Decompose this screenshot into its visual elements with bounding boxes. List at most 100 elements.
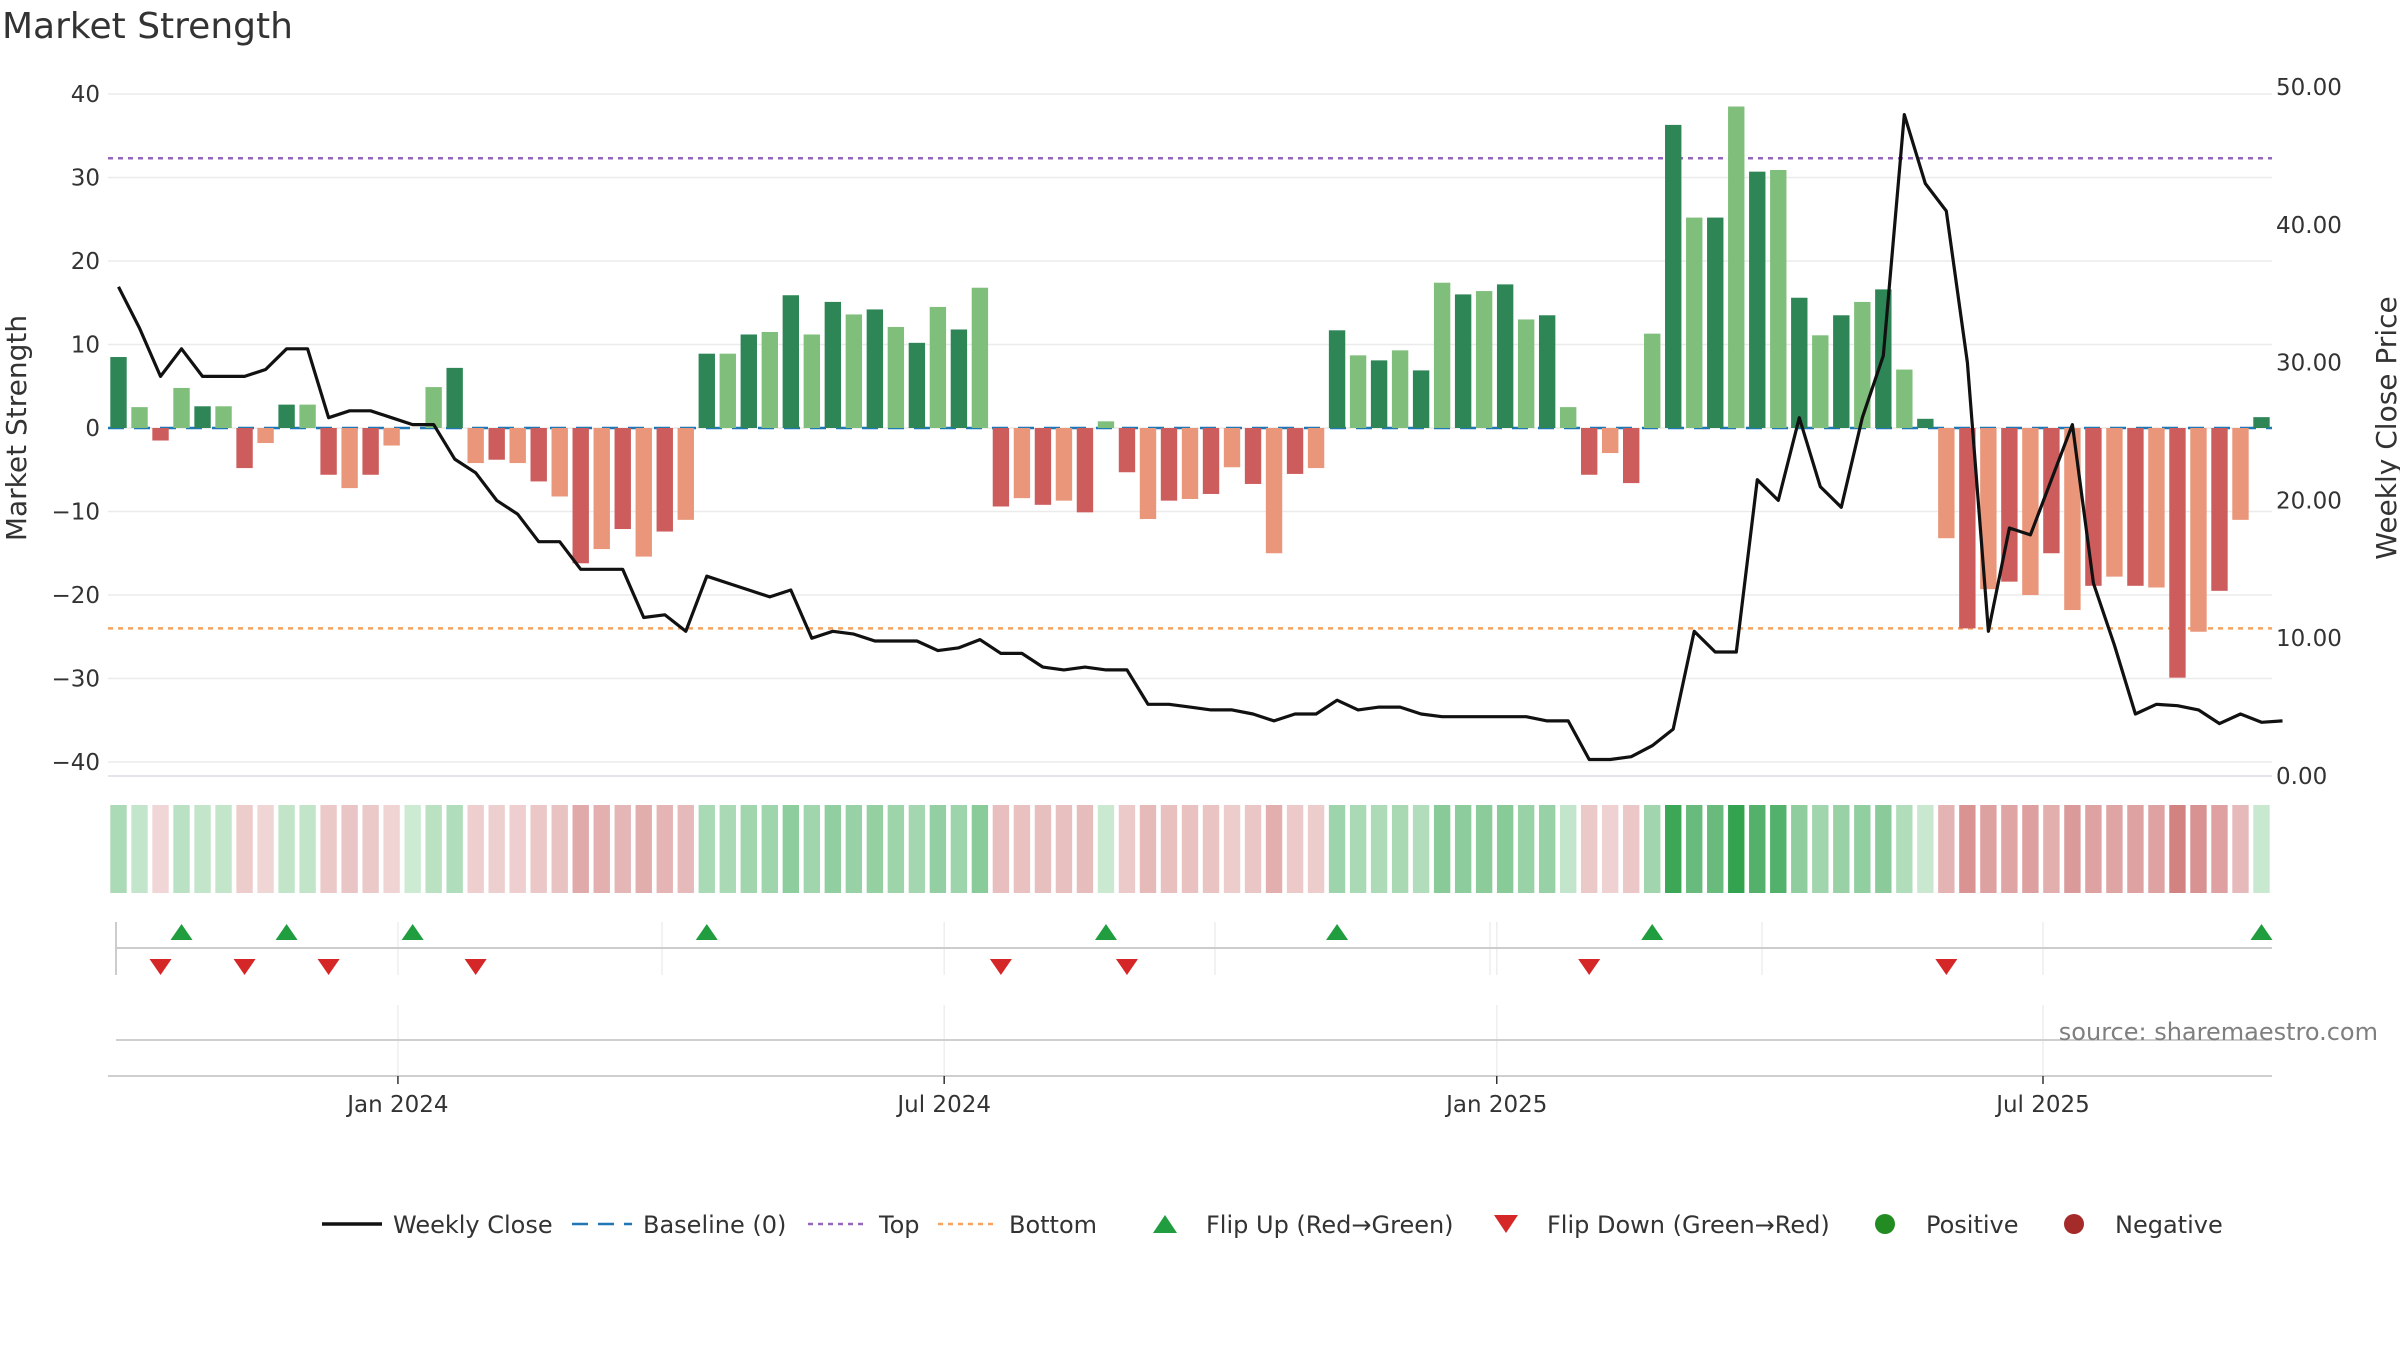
- flip-down-marker: [1935, 959, 1958, 975]
- heat-cell: [740, 805, 757, 893]
- heat-cell: [950, 805, 968, 893]
- legend-label: Flip Up (Red→Green): [1206, 1211, 1454, 1239]
- left-tick-label: 10: [71, 333, 100, 359]
- heat-cell: [1265, 805, 1283, 893]
- flip-markers-panel: [115, 922, 2273, 975]
- strength-bar: [1097, 421, 1115, 428]
- strength-bar: [1412, 370, 1430, 428]
- heat-cell: [2127, 805, 2144, 893]
- strength-bar: [1749, 171, 1766, 428]
- strength-bar: [467, 428, 484, 464]
- heat-cell: [824, 805, 842, 893]
- right-axis-title: Weekly Close Price: [2370, 296, 2400, 559]
- heat-cell: [2211, 805, 2228, 893]
- heat-cell: [593, 805, 610, 893]
- heat-cell: [2064, 805, 2081, 893]
- heat-cell: [1770, 805, 1787, 893]
- heat-cell: [530, 805, 547, 893]
- weekly-close-layer: [117, 112, 2283, 762]
- flip-up-marker: [170, 924, 193, 940]
- heat-cell: [1623, 805, 1640, 893]
- strength-bar: [1370, 360, 1388, 428]
- flip-up-marker: [1326, 924, 1349, 940]
- heat-cell: [1223, 805, 1241, 893]
- heat-cell: [1959, 805, 1976, 893]
- strength-bar: [1202, 428, 1220, 494]
- strength-bar: [1391, 350, 1409, 428]
- left-axis-ticks: 40 30 20 10 0 −10 −20 −30 −40: [51, 82, 100, 776]
- strength-bar: [1938, 428, 1955, 539]
- flip-down-marker: [317, 959, 340, 975]
- strength-bars: [110, 106, 2270, 678]
- strength-bar: [1980, 428, 1997, 590]
- heat-cell: [2148, 805, 2165, 893]
- strength-bar: [1454, 294, 1472, 428]
- heat-cell: [1412, 805, 1430, 893]
- flip-down-marker: [149, 959, 172, 975]
- flip-down-marker: [233, 959, 256, 975]
- left-tick-label: 0: [85, 416, 100, 442]
- strength-bar: [1307, 428, 1325, 469]
- heat-cell: [1896, 805, 1913, 893]
- heat-cell: [1349, 805, 1367, 893]
- strength-bar: [803, 334, 821, 428]
- left-tick-label: 40: [71, 82, 100, 108]
- strength-bar: [614, 428, 631, 530]
- strength-bar: [1580, 428, 1598, 475]
- strength-bar: [1791, 297, 1808, 428]
- heat-cell: [1286, 805, 1304, 893]
- heat-cell: [635, 805, 652, 893]
- strength-bar: [929, 306, 947, 428]
- heat-cell: [1097, 805, 1115, 893]
- strength-bar: [110, 357, 127, 428]
- heat-cell: [1202, 805, 1220, 893]
- legend-swatch-tri-up: [1153, 1215, 1177, 1233]
- strength-bar: [1475, 291, 1493, 428]
- strength-bar: [1139, 428, 1157, 520]
- heat-cell: [362, 805, 379, 893]
- legend-item: Flip Down (Green→Red): [1494, 1211, 1830, 1239]
- strength-bar: [488, 428, 505, 460]
- heat-cell: [1454, 805, 1472, 893]
- left-tick-label: 20: [71, 249, 100, 275]
- legend-label: Positive: [1926, 1211, 2019, 1239]
- strength-bar: [2106, 428, 2123, 577]
- x-tick-label: Jan 2025: [1444, 1092, 1547, 1118]
- heat-cell: [194, 805, 211, 893]
- strength-bar: [866, 309, 884, 428]
- heat-cell: [1013, 805, 1031, 893]
- heat-cell: [1854, 805, 1871, 893]
- strength-bar: [1623, 428, 1640, 484]
- heat-cell: [1433, 805, 1451, 893]
- heat-cell: [698, 805, 715, 893]
- heat-cell: [1034, 805, 1052, 893]
- strength-bar: [1686, 217, 1703, 428]
- source-label: source: sharemaestro.com: [2059, 1018, 2378, 1046]
- left-tick-label: −10: [51, 500, 100, 526]
- strength-bar: [2043, 428, 2060, 554]
- heat-cell: [446, 805, 463, 893]
- heat-cell: [383, 805, 400, 893]
- heat-cell: [1917, 805, 1934, 893]
- legend-swatch-circle: [1875, 1214, 1895, 1234]
- legend-item: Baseline (0): [572, 1211, 786, 1239]
- heat-cell: [1391, 805, 1409, 893]
- legend-item: Positive: [1875, 1211, 2019, 1239]
- flip-up-marker: [1094, 924, 1117, 940]
- strength-bar: [1728, 106, 1745, 429]
- strength-bar: [1517, 319, 1535, 428]
- heat-cell: [1517, 805, 1535, 893]
- x-tick-label: Jan 2024: [345, 1092, 448, 1118]
- strength-bar: [656, 428, 673, 532]
- heat-cell: [866, 805, 884, 893]
- strength-bar: [2148, 428, 2165, 588]
- heat-cell: [404, 805, 421, 893]
- strength-bar: [446, 367, 463, 428]
- strength-heat-strip: [110, 805, 2270, 893]
- x-tick-label: Jul 2024: [895, 1092, 991, 1118]
- strength-bar: [383, 428, 400, 446]
- grid-layer: [108, 93, 2272, 777]
- strength-bar: [1917, 418, 1934, 428]
- strength-bar: [1665, 124, 1682, 429]
- strength-bar: [1854, 301, 1871, 428]
